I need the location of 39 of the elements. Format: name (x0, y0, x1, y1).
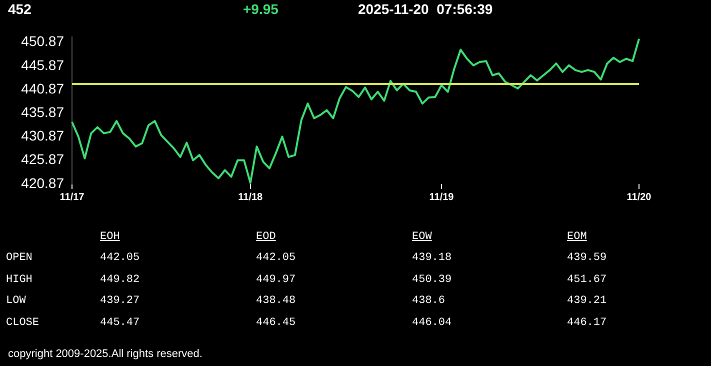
text: CLOSE (6, 317, 40, 329)
x-tick-label: 11/19 (429, 192, 454, 203)
y-tick-label: 425.87 (21, 151, 64, 168)
text: EOM (567, 231, 587, 243)
text: 451.67 (567, 274, 607, 286)
text: 2025-11-20 07:56:39 (358, 1, 493, 17)
text: HIGH (6, 274, 32, 286)
chart-title: 452 (8, 1, 32, 17)
text: OPEN (6, 252, 32, 264)
text: 442.05 (256, 252, 296, 264)
chart-subtitle: +9.95 (243, 1, 278, 17)
text: EOH (100, 231, 120, 243)
text: 442.05 (100, 252, 140, 264)
text: 438.48 (256, 295, 296, 307)
text: 450.39 (412, 274, 452, 286)
text: 449.82 (100, 274, 140, 286)
x-tick-label: 11/20 (626, 192, 652, 203)
y-tick-label: 435.87 (21, 104, 64, 120)
x-tick-label: 11/17 (60, 192, 85, 203)
text: LOW (6, 295, 26, 307)
text: 446.17 (567, 317, 607, 329)
text: 439.27 (100, 295, 140, 307)
y-tick-label: 440.87 (21, 80, 64, 96)
text: EOD (256, 231, 276, 243)
text: 445.47 (100, 317, 140, 329)
y-tick-label: 420.87 (21, 174, 64, 191)
text: 439.18 (412, 252, 452, 264)
text: EOW (412, 231, 432, 243)
text: copyright 2009-2025.All rights reserved. (8, 348, 202, 360)
text: 438.6 (412, 295, 446, 307)
x-tick-label: 11/18 (238, 192, 264, 203)
y-tick-label: 450.87 (21, 33, 64, 50)
text: 439.59 (567, 252, 607, 264)
y-tick-label: 430.87 (21, 128, 64, 144)
text: 446.45 (256, 317, 296, 329)
y-tick-label: 445.87 (21, 56, 64, 73)
text: 439.21 (567, 295, 607, 307)
text: 449.97 (256, 274, 296, 286)
text: 446.04 (412, 317, 452, 329)
